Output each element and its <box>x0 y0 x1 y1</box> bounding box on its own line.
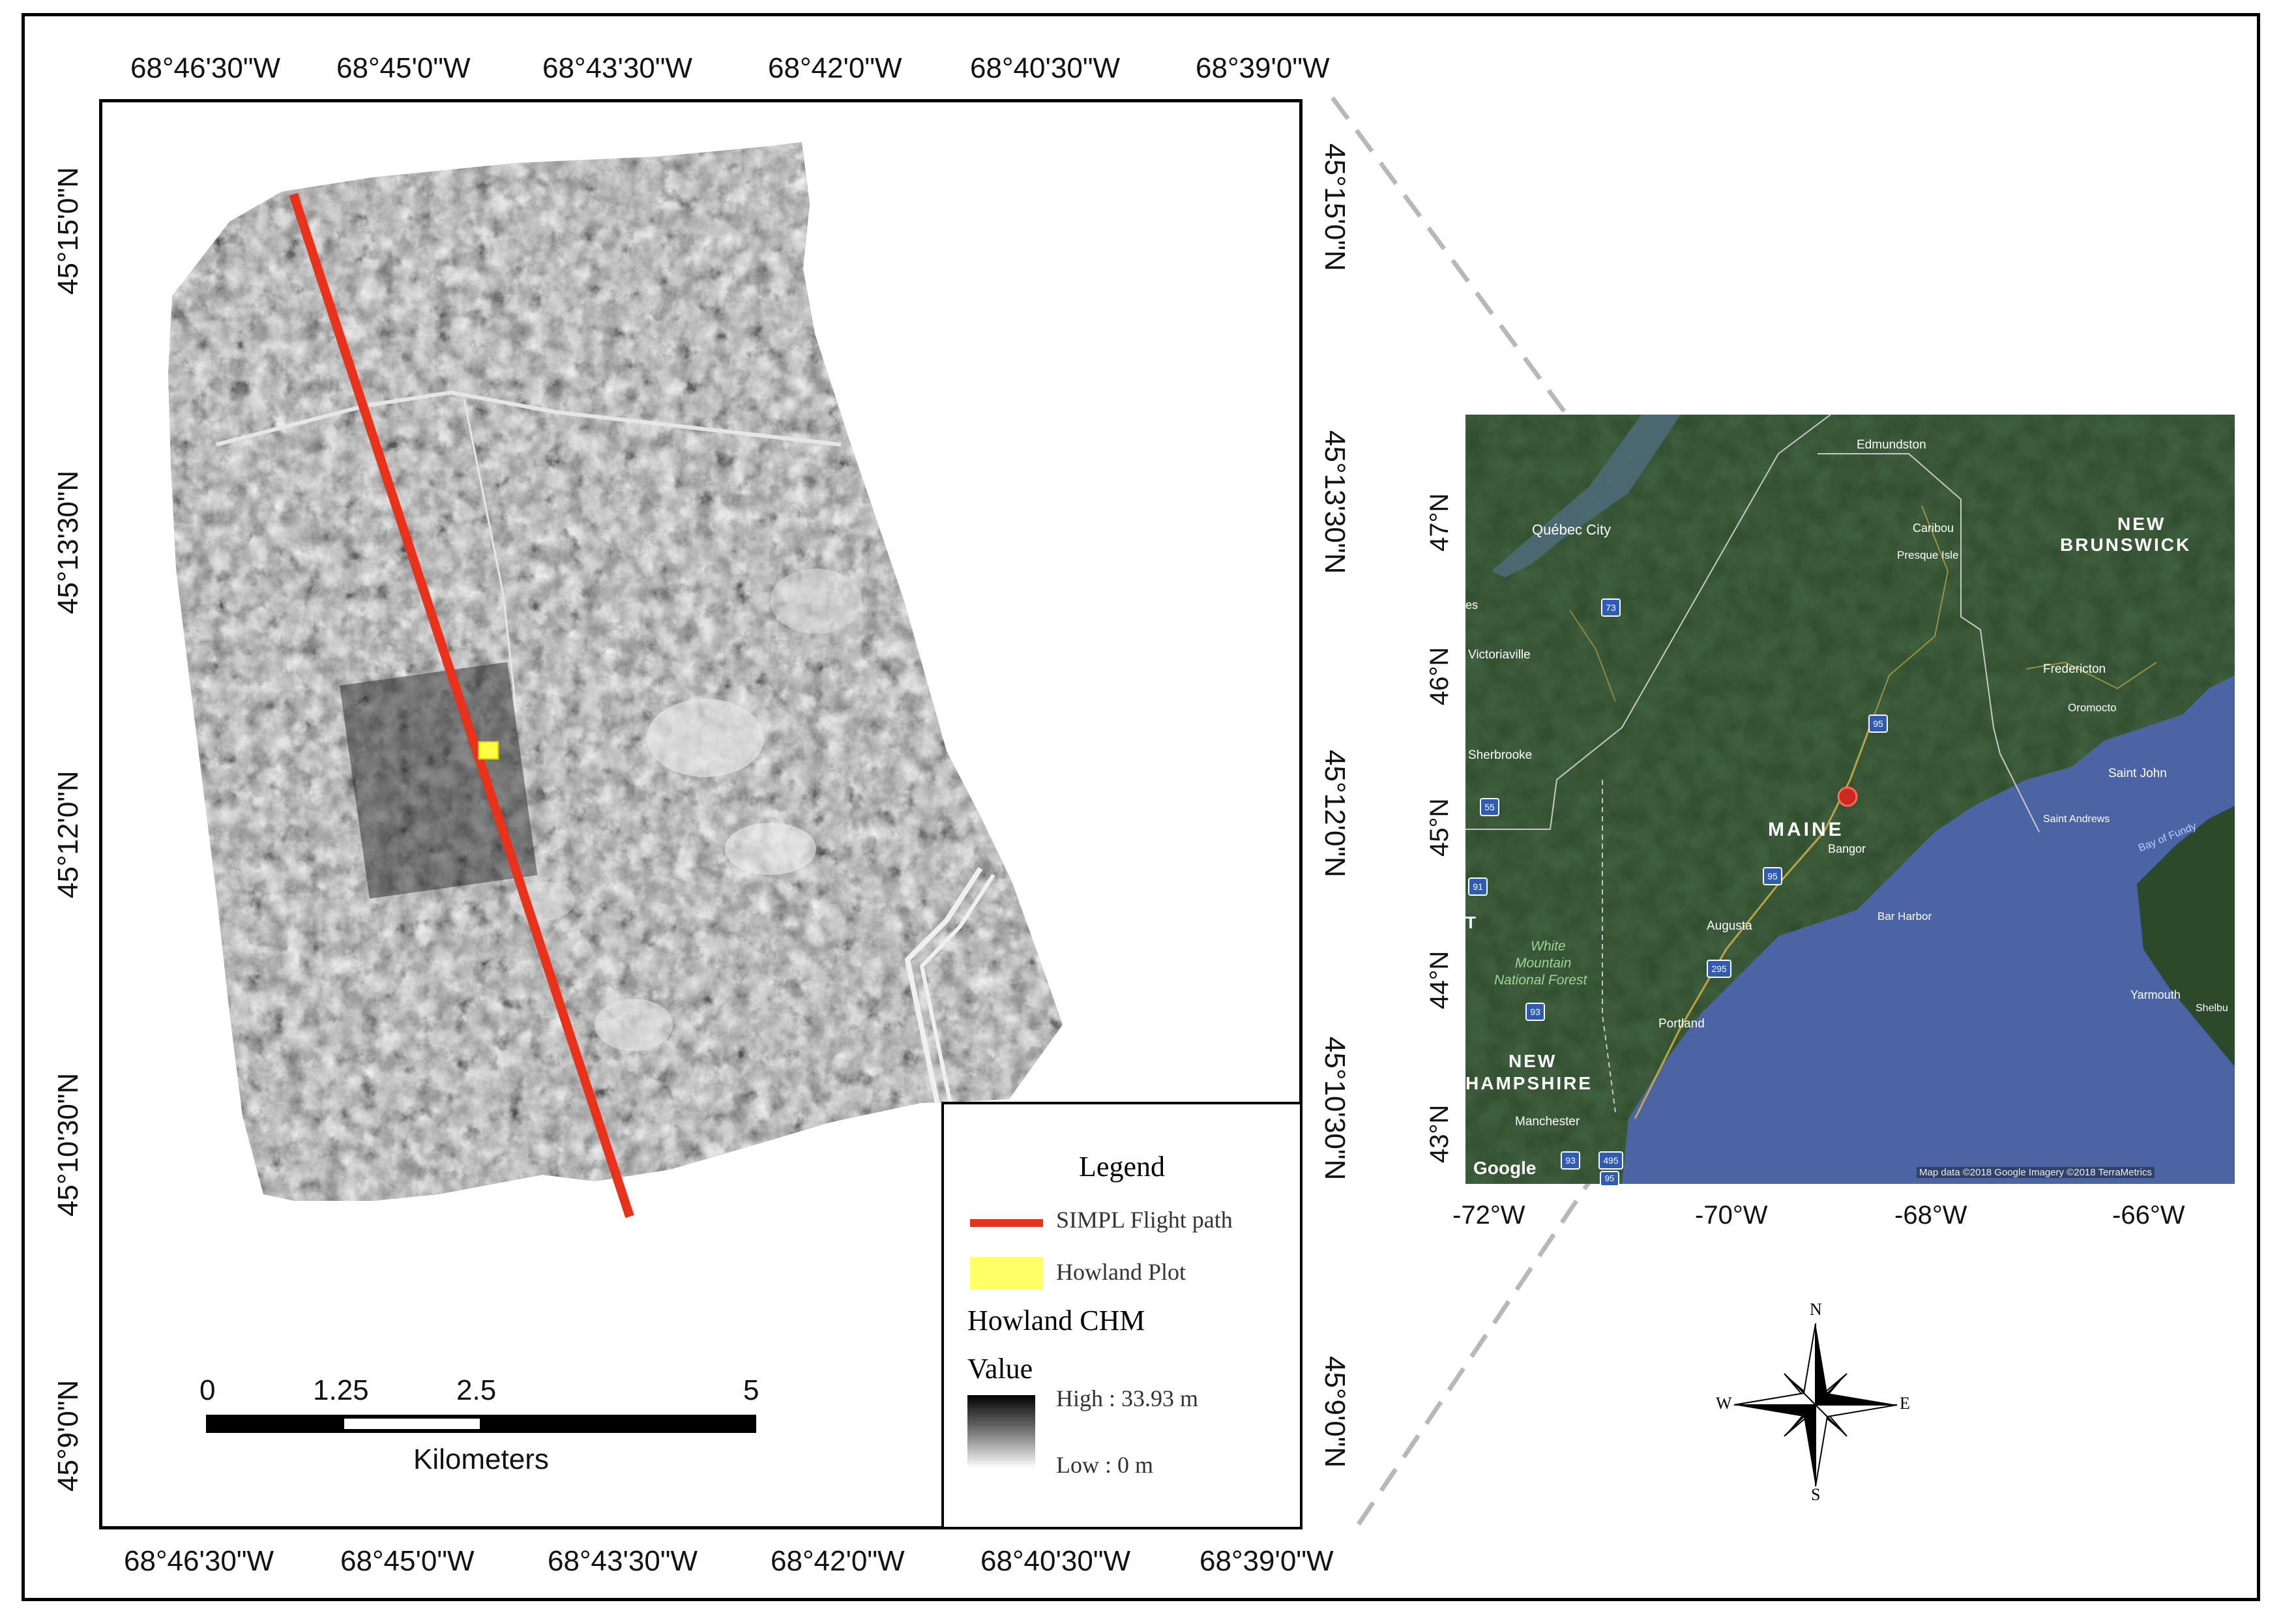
inset-lat-label: 45°N <box>1425 798 1454 857</box>
scale-units: Kilometers <box>413 1443 549 1475</box>
inset-lat-label: 47°N <box>1425 493 1454 552</box>
low-label: Low : 0 m <box>1056 1452 1153 1478</box>
inset-lat-label: 44°N <box>1425 951 1454 1009</box>
scale-bar-white-segment <box>344 1419 480 1429</box>
top-lon-label: 68°40'30"W <box>970 52 1120 84</box>
place-label: Saint John <box>2108 767 2167 780</box>
high-label: High : 33.93 m <box>1056 1385 1199 1411</box>
scale-tick-label: 0 <box>199 1374 216 1406</box>
highway-shield: 55 <box>1480 798 1499 816</box>
highway-shield: 495 <box>1598 1151 1623 1170</box>
scale-bar-body <box>206 1415 756 1433</box>
place-label: Yarmouth <box>2130 988 2181 1001</box>
highway-shield: 93 <box>1561 1151 1580 1170</box>
highway-shield: 295 <box>1707 960 1731 978</box>
place-label: NEW <box>2117 514 2166 534</box>
highway-shield: 73 <box>1601 598 1621 617</box>
plot-label: Howland Plot <box>1056 1259 1186 1285</box>
top-lon-label: 68°43'30"W <box>542 52 692 84</box>
value-label: Value <box>967 1353 1033 1385</box>
place-label: Victoriaville <box>1468 648 1531 662</box>
place-label: MAINE <box>1768 819 1844 840</box>
inset-lon-label: -68°W <box>1894 1201 1967 1230</box>
compass-e: E <box>1900 1394 1910 1413</box>
place-label: es <box>1465 598 1479 612</box>
compass-n: N <box>1810 1300 1822 1319</box>
place-label: Bar Harbor <box>1877 910 1932 922</box>
map-attribution: Map data ©2018 Google Imagery ©2018 Terr… <box>1917 1167 2155 1178</box>
google-logo: Google <box>1473 1158 1537 1178</box>
bottom-lon-label: 68°42'0"W <box>771 1545 905 1577</box>
bottom-lon-label: 68°39'0"W <box>1200 1545 1334 1577</box>
highway-shield: 91 <box>1468 877 1488 896</box>
top-lon-label: 68°39'0"W <box>1196 52 1330 84</box>
chm-title: Howland CHM <box>967 1305 1145 1336</box>
highway-shield: 95 <box>1600 1171 1619 1187</box>
plot-swatch <box>970 1257 1043 1290</box>
place-label: NEW <box>1509 1051 1557 1071</box>
place-label: Edmundston <box>1857 438 1926 452</box>
inset-lon-label: -72°W <box>1452 1201 1525 1230</box>
top-lon-label: 68°42'0"W <box>768 52 902 84</box>
highway-shield: 95 <box>1763 867 1782 885</box>
scale-tick-label: 5 <box>743 1374 759 1406</box>
inset-lat-label: 46°N <box>1425 647 1454 705</box>
bottom-lon-label: 68°43'30"W <box>548 1545 698 1577</box>
highway-shield: 95 <box>1868 715 1888 733</box>
inset-lat-label: 43°N <box>1425 1104 1454 1163</box>
compass-s: S <box>1811 1485 1821 1504</box>
place-label: HAMPSHIRE <box>1465 1073 1593 1093</box>
flight-path-swatch <box>970 1219 1043 1227</box>
place-label: White <box>1531 939 1566 954</box>
figure-frame <box>22 13 2260 1601</box>
place-label: Oromocto <box>2068 701 2117 714</box>
chm-raster <box>168 142 1063 1218</box>
place-label: Mountain <box>1515 956 1572 971</box>
place-label: Manchester <box>1515 1115 1580 1128</box>
place-label: Augusta <box>1707 919 1752 933</box>
top-lon-label: 68°46'30"W <box>130 52 280 84</box>
place-label: Bay of Fundy <box>2137 820 2198 855</box>
legend-title: Legend <box>1079 1151 1165 1183</box>
bottom-lon-label: 68°46'30"W <box>124 1545 274 1577</box>
place-label: Bangor <box>1828 842 1866 855</box>
chm-ramp <box>967 1395 1035 1468</box>
place-label: Shelbu <box>2196 1003 2228 1014</box>
inset-lon-label: -66°W <box>2112 1201 2185 1230</box>
place-label: Portland <box>1658 1017 1705 1031</box>
place-label: BRUNSWICK <box>2060 535 2192 555</box>
highway-shield: 93 <box>1525 1003 1545 1021</box>
top-lon-label: 68°45'0"W <box>336 52 471 84</box>
legend-box: Legend SIMPL Flight path Howland Plot Ho… <box>941 1102 1303 1529</box>
place-label: National Forest <box>1494 973 1587 988</box>
howland-plot <box>478 741 499 759</box>
place-label: Fredericton <box>2043 662 2106 676</box>
inset-satellite-map <box>1465 415 2235 1184</box>
place-label: Saint Andrews <box>2043 814 2110 825</box>
bottom-lon-label: 68°40'30"W <box>980 1545 1130 1577</box>
site-marker <box>1837 786 1858 807</box>
place-label: T <box>1465 913 1476 932</box>
place-label: Sherbrooke <box>1468 748 1533 762</box>
scale-tick-label: 2.5 <box>456 1374 497 1406</box>
inset-lon-label: -70°W <box>1695 1201 1768 1230</box>
scale-tick-label: 1.25 <box>313 1374 369 1406</box>
place-label: Québec City <box>1532 522 1612 538</box>
compass-w: W <box>1716 1394 1732 1413</box>
bottom-lon-label: 68°45'0"W <box>340 1545 475 1577</box>
flight-path-label: SIMPL Flight path <box>1056 1207 1233 1233</box>
place-label: Presque Isle <box>1897 549 1959 561</box>
inset-labels: Edmundston Québec City Caribou Presque I… <box>1465 415 2235 1187</box>
compass-rose-icon <box>1733 1323 1898 1487</box>
place-label: Caribou <box>1913 522 1954 535</box>
simpl-flight-path <box>289 192 634 1218</box>
